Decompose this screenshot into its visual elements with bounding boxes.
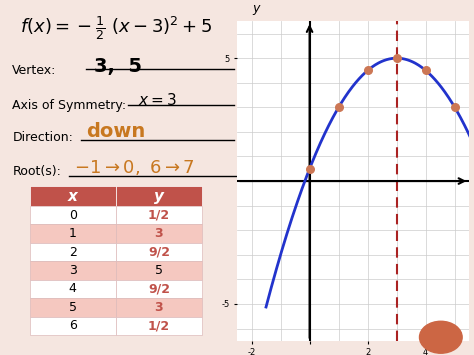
Text: 9/2: 9/2 xyxy=(148,283,170,295)
FancyBboxPatch shape xyxy=(116,224,202,243)
FancyBboxPatch shape xyxy=(116,243,202,261)
Text: 0: 0 xyxy=(69,209,77,222)
FancyBboxPatch shape xyxy=(116,280,202,298)
Text: x: x xyxy=(68,189,78,204)
Text: 4: 4 xyxy=(69,283,77,295)
Point xyxy=(422,67,429,73)
Text: 9/2: 9/2 xyxy=(148,246,170,258)
Text: Root(s):: Root(s): xyxy=(12,165,61,178)
Text: $-1\rightarrow0,\ 6\rightarrow7$: $-1\rightarrow0,\ 6\rightarrow7$ xyxy=(74,158,195,177)
Text: Direction:: Direction: xyxy=(12,131,73,144)
Text: y: y xyxy=(154,189,164,204)
Text: 5: 5 xyxy=(69,301,77,314)
FancyBboxPatch shape xyxy=(29,298,116,317)
Text: 3: 3 xyxy=(69,264,77,277)
Point xyxy=(306,166,313,171)
Point xyxy=(451,104,458,110)
Text: Axis of Symmetry:: Axis of Symmetry: xyxy=(12,99,127,113)
FancyBboxPatch shape xyxy=(116,261,202,280)
FancyBboxPatch shape xyxy=(29,317,116,335)
Text: 1/2: 1/2 xyxy=(148,209,170,222)
FancyBboxPatch shape xyxy=(29,280,116,298)
FancyBboxPatch shape xyxy=(29,186,116,206)
Text: $f(x) = -\frac{1}{2}\ \left(x-3\right)^{2}+5$: $f(x) = -\frac{1}{2}\ \left(x-3\right)^{… xyxy=(20,14,212,42)
Point xyxy=(393,55,401,61)
FancyBboxPatch shape xyxy=(116,298,202,317)
FancyBboxPatch shape xyxy=(29,224,116,243)
FancyBboxPatch shape xyxy=(116,186,202,206)
Text: 5: 5 xyxy=(155,264,163,277)
Text: 6: 6 xyxy=(69,320,77,332)
FancyBboxPatch shape xyxy=(29,261,116,280)
Text: down: down xyxy=(86,122,146,142)
Point xyxy=(364,67,372,73)
FancyBboxPatch shape xyxy=(29,206,116,224)
FancyBboxPatch shape xyxy=(116,317,202,335)
Text: 3,  5: 3, 5 xyxy=(94,57,142,76)
Text: 3: 3 xyxy=(155,227,163,240)
Point xyxy=(335,104,342,110)
Text: 1/2: 1/2 xyxy=(148,320,170,332)
Text: 1: 1 xyxy=(69,227,77,240)
FancyBboxPatch shape xyxy=(29,243,116,261)
Text: $x=3$: $x=3$ xyxy=(138,92,177,108)
Text: 2: 2 xyxy=(69,246,77,258)
FancyBboxPatch shape xyxy=(116,206,202,224)
Text: Vertex:: Vertex: xyxy=(12,64,57,77)
Text: y: y xyxy=(252,2,259,15)
Text: 3: 3 xyxy=(155,301,163,314)
